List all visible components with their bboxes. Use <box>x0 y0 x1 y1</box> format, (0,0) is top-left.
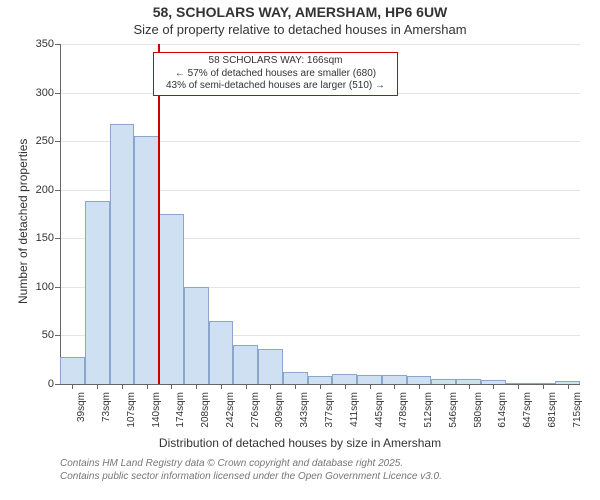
x-tick-label: 478sqm <box>398 392 409 428</box>
y-gridline <box>60 44 580 45</box>
histogram-bar <box>382 375 407 384</box>
histogram-bar <box>233 345 258 384</box>
x-tick-mark <box>345 384 346 389</box>
x-tick-mark <box>469 384 470 389</box>
y-tick-label: 0 <box>24 378 54 390</box>
y-tick-label: 150 <box>24 232 54 244</box>
x-tick-label: 242sqm <box>225 392 236 428</box>
histogram-bar <box>110 124 135 384</box>
x-tick-label: 546sqm <box>448 392 459 428</box>
annotation-line: 58 SCHOLARS WAY: 166sqm <box>160 55 391 68</box>
histogram-bar <box>283 372 308 384</box>
x-tick-label: 377sqm <box>324 392 335 428</box>
x-tick-mark <box>147 384 148 389</box>
x-tick-mark <box>518 384 519 389</box>
annotation-line: ← 57% of detached houses are smaller (68… <box>160 68 391 81</box>
y-axis-label: Number of detached properties <box>16 139 30 304</box>
histogram-bar <box>134 136 159 384</box>
x-tick-label: 512sqm <box>423 392 434 428</box>
x-tick-label: 309sqm <box>274 392 285 428</box>
x-tick-label: 208sqm <box>200 392 211 428</box>
x-tick-mark <box>370 384 371 389</box>
histogram-bar <box>308 376 333 384</box>
x-tick-mark <box>171 384 172 389</box>
x-tick-mark <box>221 384 222 389</box>
y-tick-label: 300 <box>24 87 54 99</box>
y-tick-label: 350 <box>24 38 54 50</box>
x-tick-label: 73sqm <box>101 392 112 422</box>
x-axis-label: Distribution of detached houses by size … <box>0 436 600 450</box>
histogram-bar <box>209 321 234 384</box>
x-tick-mark <box>493 384 494 389</box>
x-tick-mark <box>196 384 197 389</box>
x-tick-mark <box>543 384 544 389</box>
y-tick-label: 100 <box>24 281 54 293</box>
histogram-bar <box>159 214 184 384</box>
chart-subtitle: Size of property relative to detached ho… <box>0 22 600 37</box>
x-tick-label: 647sqm <box>522 392 533 428</box>
x-tick-mark <box>270 384 271 389</box>
x-tick-label: 681sqm <box>547 392 558 428</box>
x-tick-mark <box>97 384 98 389</box>
x-tick-mark <box>444 384 445 389</box>
y-tick-label: 50 <box>24 329 54 341</box>
x-tick-label: 614sqm <box>497 392 508 428</box>
x-tick-label: 445sqm <box>374 392 385 428</box>
x-tick-label: 107sqm <box>126 392 137 428</box>
annotation-line: 43% of semi-detached houses are larger (… <box>160 80 391 93</box>
histogram-bar <box>258 349 283 384</box>
x-tick-mark <box>568 384 569 389</box>
x-tick-mark <box>419 384 420 389</box>
chart-title: 58, SCHOLARS WAY, AMERSHAM, HP6 6UW <box>0 4 600 20</box>
chart-container: 58, SCHOLARS WAY, AMERSHAM, HP6 6UW Size… <box>0 0 600 500</box>
x-tick-label: 343sqm <box>299 392 310 428</box>
x-tick-mark <box>320 384 321 389</box>
annotation-box: 58 SCHOLARS WAY: 166sqm← 57% of detached… <box>153 52 398 96</box>
x-tick-label: 39sqm <box>76 392 87 422</box>
histogram-bar <box>85 201 110 384</box>
histogram-bar <box>332 374 357 384</box>
footer-line-2: Contains public sector information licen… <box>60 471 590 484</box>
x-tick-label: 715sqm <box>572 392 583 428</box>
histogram-bar <box>184 287 209 384</box>
x-tick-label: 140sqm <box>151 392 162 428</box>
x-tick-mark <box>72 384 73 389</box>
x-tick-mark <box>246 384 247 389</box>
y-tick-label: 250 <box>24 135 54 147</box>
histogram-bar <box>407 376 432 384</box>
footer-credits: Contains HM Land Registry data © Crown c… <box>60 458 590 483</box>
x-tick-label: 174sqm <box>175 392 186 428</box>
x-tick-mark <box>394 384 395 389</box>
x-tick-label: 276sqm <box>250 392 261 428</box>
x-tick-mark <box>295 384 296 389</box>
y-tick-label: 200 <box>24 184 54 196</box>
x-tick-label: 411sqm <box>349 392 360 427</box>
y-axis-line <box>60 44 61 384</box>
histogram-bar <box>60 357 85 384</box>
x-tick-label: 580sqm <box>473 392 484 428</box>
footer-line-1: Contains HM Land Registry data © Crown c… <box>60 458 590 471</box>
plot-area: 05010015020025030035039sqm73sqm107sqm140… <box>60 44 580 384</box>
histogram-bar <box>357 375 382 384</box>
x-tick-mark <box>122 384 123 389</box>
